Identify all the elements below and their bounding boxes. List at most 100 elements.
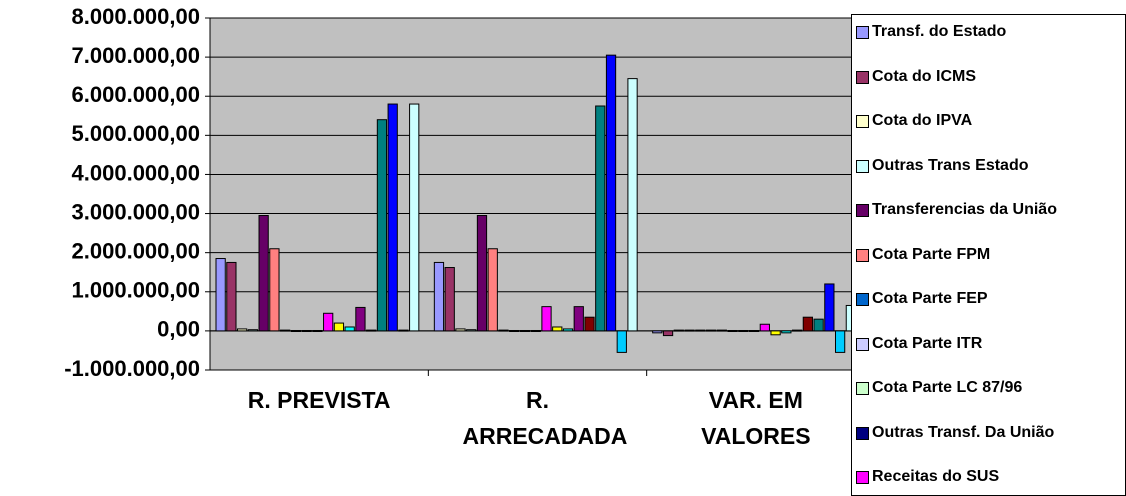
legend-item: Transferencias da União [856,201,1118,219]
bar [301,329,312,332]
bar [269,248,280,332]
bar [552,326,563,332]
legend-item: Cota do ICMS [856,68,1118,86]
bar [595,105,606,332]
legend-swatch [856,248,869,262]
legend-item: Cota Parte FPM [856,246,1118,264]
legend-item: Cota Parte ITR [856,335,1118,353]
bar [466,329,477,332]
chart: -1.000.000,00 0,00 1.000.000,00 2.000.000,0… [64,4,866,381]
bar [748,329,760,332]
legend-label: Transf. do Estado [872,23,1007,40]
bar [333,322,345,332]
y-tick-label: 5.000.000,00 [72,121,200,146]
bar [662,330,674,337]
legend-item: Outras Trans Estado [856,157,1118,175]
bar [366,329,377,332]
page: {"chart_data": {"type": "bar", "categori… [64,3,1126,496]
bar [409,103,420,332]
bar [344,326,355,332]
bar [237,328,248,332]
legend-swatch [856,337,869,351]
bar [705,329,717,332]
bar [387,103,398,332]
legend-label: Cota Parte FEP [872,290,988,307]
legend: Transf. do Estado Cota do ICMS Cota do IPV… [851,14,1126,496]
legend-label: Cota do IPVA [872,112,973,129]
legend-swatch [856,70,869,84]
bar [530,329,541,332]
bar [487,248,498,332]
legend-swatch [856,115,869,128]
y-tick-label: 1.000.000,00 [72,278,200,303]
legend-label: Cota Parte LC 87/96 [872,379,1023,396]
bar [727,329,738,332]
bar [813,318,824,332]
bar [541,306,552,332]
bar [476,215,488,332]
bar [247,329,259,332]
bar [323,312,334,332]
legend-label: Cota Parte FPM [872,245,991,263]
bar [627,78,638,332]
legend-item: Cota do IPVA [856,112,1118,130]
bar [498,329,509,332]
bar [695,329,706,332]
legend-label: Cota Parte ITR [872,334,983,352]
bar [652,330,663,334]
y-tick-label: 4.000.000,00 [72,160,200,185]
bar [398,329,409,332]
bar [562,328,574,332]
y-tick-label: -1.000.000,00 [64,356,200,381]
bar [616,330,627,353]
bar [573,306,584,332]
bar [673,329,684,332]
bar [376,119,388,332]
bar [770,330,781,336]
legend-label: Outras Trans Estado [872,156,1029,174]
legend-swatch [856,293,869,306]
bar [716,329,727,332]
legend-swatch [856,471,869,484]
bar [433,261,445,332]
legend-swatch [856,26,869,39]
legend-item: Outras Transf. Da União [856,424,1118,442]
plot-area [209,17,866,371]
x-tick-label: VAR. EM VALORES [701,387,811,449]
bar [280,329,291,332]
legend-item: Transf. do Estado [856,23,1118,41]
bar [834,330,846,353]
legend-swatch [856,382,869,395]
bar [312,329,323,332]
bar [605,54,617,332]
bar [584,316,595,332]
bar [824,283,835,332]
legend-swatch [856,426,869,440]
y-tick-label: 0,00 [157,317,200,342]
y-tick-label: 2.000.000,00 [72,238,200,263]
bar [290,329,302,332]
legend-label: Outras Transf. Da União [872,423,1055,441]
legend-item: Cota Parte LC 87/96 [856,379,1118,397]
y-tick-label: 6.000.000,00 [72,82,200,107]
bar [226,261,237,332]
bar [738,329,749,332]
x-tick-label: R. ARRECADADA [462,387,628,449]
legend-swatch [856,204,869,217]
x-tick-label: R. PREVISTA [247,387,391,413]
y-tick-label: 8.000.000,00 [72,4,200,29]
bar [455,328,466,332]
legend-item: Receitas do SUS [856,468,1118,486]
bar [215,258,226,332]
bar [759,323,770,332]
bar [509,329,520,332]
bar [802,316,813,332]
legend-label: Transferencias da União [872,201,1057,218]
legend-item: Cota Parte FEP [856,290,1118,308]
y-tick-label: 7.000.000,00 [72,43,200,68]
legend-label: Receitas do SUS [872,468,1000,485]
bar [791,329,803,332]
legend-label: Cota do ICMS [872,67,976,85]
bar [355,306,366,332]
bar [684,329,695,332]
